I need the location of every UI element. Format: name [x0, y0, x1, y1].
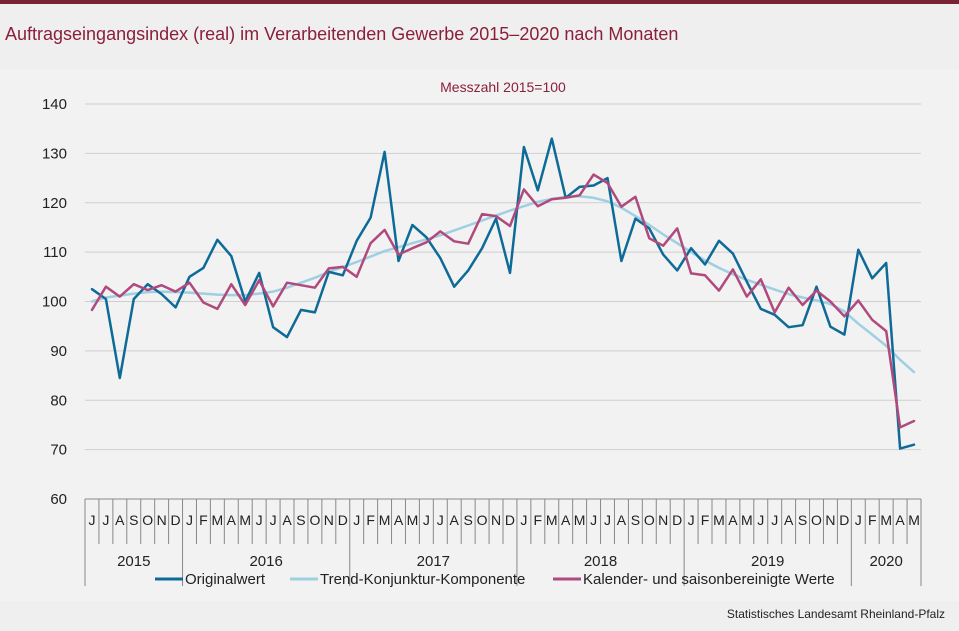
- legend-item-saisonbereinigt: Kalender- und saisonbereinigte Werte: [553, 571, 835, 588]
- x-tick-label: M: [379, 512, 391, 528]
- x-tick-label: F: [701, 512, 710, 528]
- x-year-label: 2018: [584, 553, 617, 570]
- y-tick-label: 60: [50, 491, 67, 508]
- legend-item-originalwert: Originalwert: [155, 571, 266, 588]
- x-tick-label: A: [282, 512, 292, 528]
- y-tick-label: 90: [50, 343, 67, 360]
- x-tick-label: M: [574, 512, 586, 528]
- x-tick-label: N: [825, 512, 835, 528]
- x-tick-label: S: [631, 512, 640, 528]
- x-tick-label: J: [437, 512, 444, 528]
- x-tick-label: M: [546, 512, 558, 528]
- legend-item-trend: Trend-Konjunktur-Komponente: [290, 571, 525, 588]
- x-tick-label: J: [88, 512, 95, 528]
- x-tick-label: F: [868, 512, 877, 528]
- x-tick-label: J: [270, 512, 277, 528]
- y-tick-label: 80: [50, 392, 67, 409]
- legend-label: Kalender- und saisonbereinigte Werte: [583, 571, 835, 588]
- x-tick-label: M: [239, 512, 251, 528]
- x-tick-label: A: [728, 512, 738, 528]
- x-tick-label: N: [658, 512, 668, 528]
- x-tick-label: J: [757, 512, 764, 528]
- x-tick-label: D: [505, 512, 515, 528]
- top-accent-bar: [0, 0, 959, 4]
- x-tick-label: O: [811, 512, 822, 528]
- y-tick-label: 110: [43, 244, 67, 261]
- line-chart: Messzahl 2015=100 60 70 80 90 100 110 120 130 14…: [42, 79, 922, 588]
- chart-area: Messzahl 2015=100 60 70 80 90 100 110 120 130 14…: [0, 69, 959, 601]
- y-tick-label: 120: [42, 195, 67, 212]
- x-tick-label: F: [366, 512, 375, 528]
- x-tick-label: A: [115, 512, 125, 528]
- x-tick-label: J: [353, 512, 360, 528]
- x-tick-label: M: [908, 512, 920, 528]
- x-tick-label: N: [491, 512, 501, 528]
- x-year-label: 2015: [117, 553, 150, 570]
- x-tick-label: S: [798, 512, 807, 528]
- x-tick-label: M: [713, 512, 725, 528]
- x-tick-label: M: [407, 512, 419, 528]
- legend-label: Trend-Konjunktur-Komponente: [320, 571, 525, 588]
- x-tick-label: A: [394, 512, 404, 528]
- x-tick-label: J: [102, 512, 109, 528]
- x-year-label: 2019: [751, 553, 784, 570]
- x-year-label: 2016: [249, 553, 282, 570]
- x-tick-label: O: [644, 512, 655, 528]
- page-title: Auftragseingangsindex (real) im Verarbei…: [5, 24, 679, 44]
- y-tick-label: 130: [42, 145, 67, 162]
- x-tick-label: S: [129, 512, 138, 528]
- series-line-saisonbereinigt: [90, 173, 916, 429]
- x-tick-label: J: [423, 512, 430, 528]
- x-tick-label: A: [617, 512, 627, 528]
- legend-label: Originalwert: [185, 571, 266, 588]
- x-tick-label: F: [199, 512, 208, 528]
- x-tick-label: O: [142, 512, 153, 528]
- x-tick-label: F: [534, 512, 543, 528]
- x-tick-label: S: [296, 512, 305, 528]
- series-line-trend: [90, 195, 916, 374]
- x-tick-label: J: [590, 512, 597, 528]
- x-tick-label: A: [784, 512, 794, 528]
- x-tick-label: S: [463, 512, 472, 528]
- y-tick-label: 140: [42, 96, 67, 113]
- x-tick-label: A: [895, 512, 905, 528]
- x-tick-label: D: [672, 512, 682, 528]
- chart-subtitle: Messzahl 2015=100: [440, 79, 566, 95]
- x-tick-label: J: [520, 512, 527, 528]
- source-note: Statistisches Landesamt Rheinland-Pfalz: [726, 607, 945, 621]
- y-tick-label: 100: [42, 294, 67, 311]
- x-tick-label: J: [604, 512, 611, 528]
- x-tick-label: J: [186, 512, 193, 528]
- x-tick-label: O: [309, 512, 320, 528]
- x-tick-label: A: [450, 512, 460, 528]
- x-tick-label: M: [880, 512, 892, 528]
- x-tick-label: N: [157, 512, 167, 528]
- x-tick-label: A: [227, 512, 237, 528]
- x-tick-label: A: [561, 512, 571, 528]
- x-tick-label: J: [855, 512, 862, 528]
- x-tick-label: M: [741, 512, 753, 528]
- x-tick-label: N: [324, 512, 334, 528]
- x-tick-label: D: [839, 512, 849, 528]
- y-tick-label: 70: [50, 442, 67, 459]
- x-tick-label: J: [688, 512, 695, 528]
- x-tick-label: O: [477, 512, 488, 528]
- x-tick-label: D: [338, 512, 348, 528]
- x-year-label: 2017: [417, 553, 450, 570]
- series-line-originalwert: [90, 137, 916, 450]
- x-tick-label: M: [212, 512, 224, 528]
- x-tick-label: D: [171, 512, 181, 528]
- x-year-label: 2020: [869, 553, 902, 570]
- x-tick-label: J: [771, 512, 778, 528]
- x-tick-label: J: [256, 512, 263, 528]
